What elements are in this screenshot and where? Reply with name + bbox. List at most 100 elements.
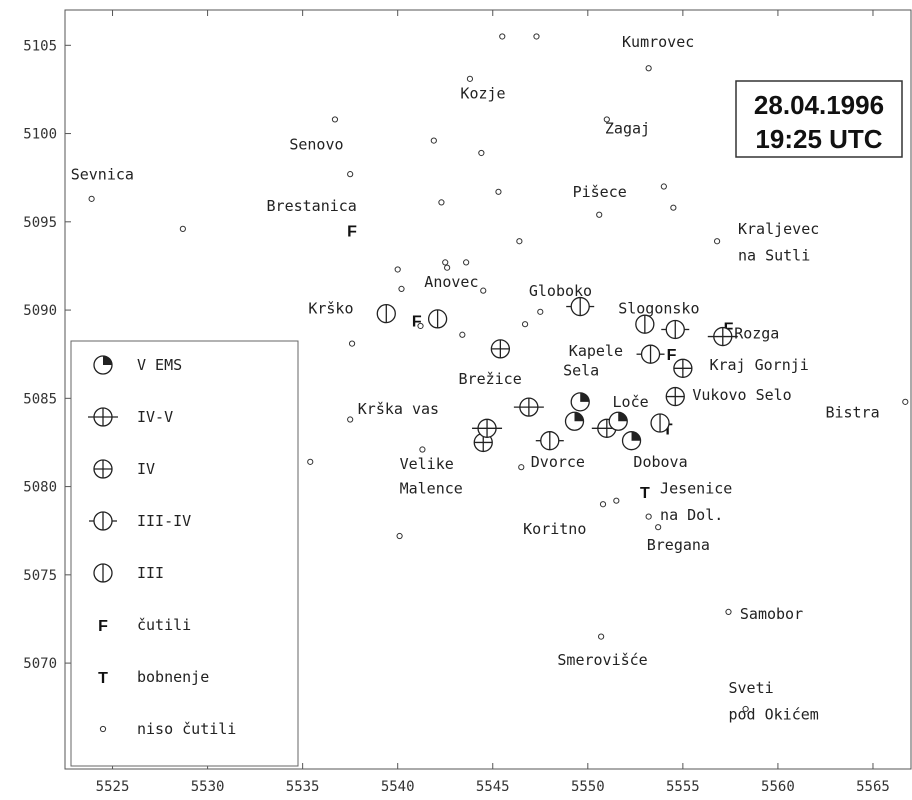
x-tick-label: 5535 bbox=[286, 779, 320, 795]
legend-label: III bbox=[137, 564, 164, 582]
observation-n-symbol bbox=[537, 308, 544, 315]
y-tick-label: 5075 bbox=[23, 568, 57, 584]
place-label: Zagaj bbox=[605, 120, 650, 138]
time-line: 19:25 UTC bbox=[755, 124, 882, 154]
observation-n-symbol bbox=[419, 446, 426, 453]
place-label: Slogonsko bbox=[618, 300, 699, 318]
observation-iii-symbol bbox=[650, 413, 670, 433]
observation-n-symbol bbox=[442, 259, 449, 266]
observation-iv-symbol bbox=[490, 339, 511, 359]
observation-n-symbol bbox=[495, 188, 502, 195]
plot-frame bbox=[64, 9, 912, 770]
observation-v-symbol bbox=[570, 392, 590, 412]
y-tick-label: 5090 bbox=[23, 303, 57, 319]
observation-n-symbol bbox=[499, 33, 506, 40]
observation-n-symbol bbox=[902, 398, 909, 405]
x-tick-label: 5565 bbox=[856, 779, 890, 795]
place-label: Krška vas bbox=[358, 400, 439, 418]
observation-n-symbol bbox=[88, 195, 95, 202]
observation-iv-v-symbol bbox=[472, 418, 503, 438]
place-label: Bistra bbox=[825, 404, 879, 422]
observation-n-symbol bbox=[478, 149, 485, 157]
legend-symbol-t: T bbox=[98, 670, 108, 687]
place-label: Dobova bbox=[633, 453, 687, 471]
observation-n-symbol bbox=[655, 524, 662, 531]
observation-t-symbol: T bbox=[640, 485, 650, 502]
legend-symbol-f: F bbox=[98, 618, 108, 635]
place-label: Kraljevec bbox=[738, 220, 819, 238]
legend-symbol-iv bbox=[93, 459, 113, 479]
observation-v-symbol bbox=[564, 411, 585, 431]
y-tick-label: 5080 bbox=[23, 480, 57, 496]
observation-n-symbol bbox=[603, 116, 610, 123]
observation-iv-v-symbol bbox=[513, 397, 544, 417]
observation-n-symbol bbox=[348, 340, 356, 347]
observation-n-symbol bbox=[394, 266, 401, 273]
legend: V EMS IV-V IV III-IV III F čutili T bobnenje niso… bbox=[70, 340, 299, 767]
observation-n-symbol bbox=[613, 497, 620, 504]
legend-label: III-IV bbox=[137, 512, 191, 530]
observation-iv-symbol bbox=[665, 386, 685, 407]
observation-v-symbol bbox=[621, 431, 642, 451]
observation-iv-symbol bbox=[673, 358, 693, 378]
place-label: Sela bbox=[563, 361, 599, 379]
observation-n-symbol bbox=[463, 259, 470, 266]
observation-n-symbol bbox=[347, 171, 354, 178]
observation-n-symbol bbox=[645, 65, 652, 72]
observation-n-symbol bbox=[307, 458, 314, 465]
observation-n-symbol bbox=[438, 199, 445, 206]
observation-n-symbol bbox=[645, 513, 652, 520]
place-label: Kraj Gornji bbox=[709, 356, 808, 374]
place-label: Jesenice bbox=[660, 480, 732, 498]
y-tick-label: 5085 bbox=[23, 391, 57, 407]
place-label: Brestanica bbox=[267, 197, 357, 215]
legend-symbol-v bbox=[93, 355, 113, 375]
observation-n-symbol bbox=[598, 633, 605, 640]
place-label: Rozga bbox=[734, 324, 779, 342]
observation-n-symbol bbox=[516, 238, 523, 245]
observation-n-symbol bbox=[725, 608, 732, 616]
observation-n-symbol bbox=[533, 33, 540, 40]
y-tick-label: 5070 bbox=[23, 656, 57, 672]
x-tick-label: 5540 bbox=[381, 779, 415, 795]
observation-iii-symbol bbox=[427, 309, 448, 329]
observation-n-symbol bbox=[670, 204, 677, 211]
place-label: na Sutli bbox=[738, 247, 810, 265]
observation-n-symbol bbox=[417, 322, 424, 330]
legend-label: IV bbox=[137, 460, 155, 478]
observation-iii-iv-symbol bbox=[535, 431, 564, 451]
observation-n-symbol bbox=[742, 705, 749, 713]
observation-n-symbol bbox=[660, 183, 667, 190]
place-label: na Dol. bbox=[660, 506, 723, 524]
observation-iii-iv-symbol bbox=[661, 319, 690, 340]
legend-label: V EMS bbox=[137, 356, 182, 374]
observation-iii-iv-symbol bbox=[566, 296, 595, 317]
observation-iii-symbol bbox=[635, 314, 655, 334]
date-box: 28.04.1996 19:25 UTC bbox=[735, 80, 903, 158]
svg-text:T: T bbox=[663, 421, 673, 438]
observation-n-symbol bbox=[713, 238, 721, 245]
place-label: Pišece bbox=[573, 183, 627, 201]
place-label: Kapele bbox=[569, 342, 623, 360]
observation-n-symbol bbox=[466, 75, 474, 82]
place-label: Samobor bbox=[740, 605, 803, 623]
legend-symbol-iii-iv bbox=[89, 511, 117, 531]
x-tick-label: 5550 bbox=[571, 779, 605, 795]
observation-f-symbol: F bbox=[667, 347, 677, 364]
legend-label: bobnenje bbox=[137, 668, 209, 686]
date-line: 28.04.1996 bbox=[754, 90, 884, 120]
observation-n-symbol bbox=[347, 416, 354, 423]
observation-layer: F F F F T T bbox=[88, 33, 909, 713]
place-label: Malence bbox=[400, 480, 463, 498]
observation-n-symbol bbox=[430, 137, 437, 144]
legend-label: niso čutili bbox=[137, 720, 236, 738]
place-label: Krško bbox=[308, 300, 353, 318]
place-label: Sveti bbox=[728, 679, 773, 697]
svg-text:F: F bbox=[98, 618, 108, 635]
place-label: Senovo bbox=[289, 135, 343, 153]
legend-label: čutili bbox=[137, 616, 191, 634]
place-label: Anovec bbox=[424, 273, 478, 291]
x-tick-label: 5525 bbox=[96, 779, 130, 795]
place-label: Loče bbox=[613, 393, 649, 411]
